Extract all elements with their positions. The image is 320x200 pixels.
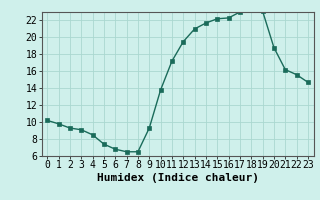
X-axis label: Humidex (Indice chaleur): Humidex (Indice chaleur) [97, 173, 259, 183]
